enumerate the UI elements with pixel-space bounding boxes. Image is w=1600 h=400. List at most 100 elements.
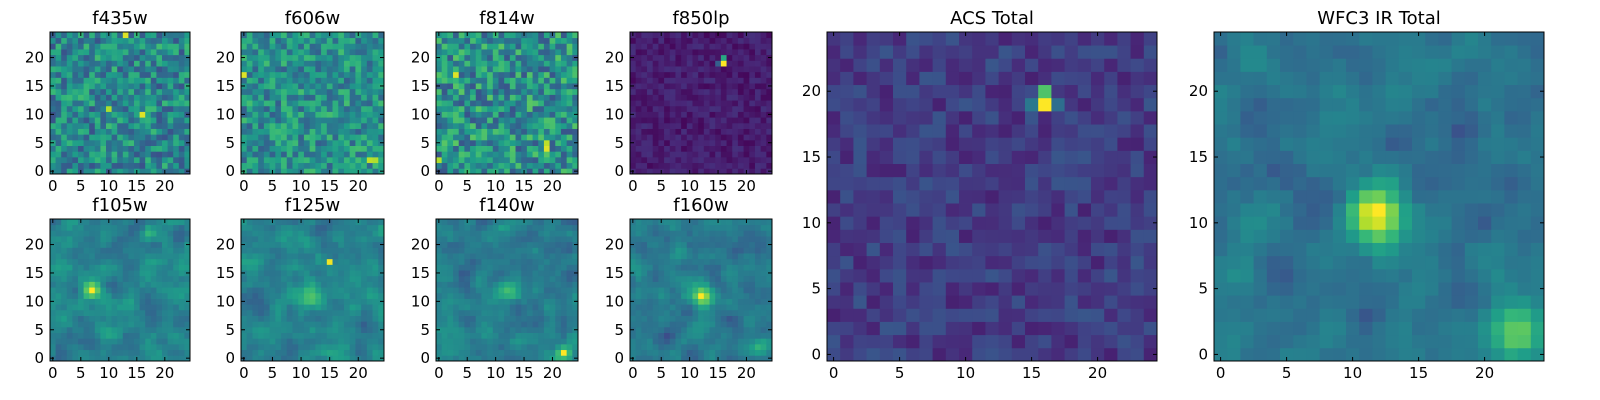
heatmap-cell: [315, 275, 322, 282]
heatmap-cell: [292, 77, 299, 84]
heatmap-cell: [55, 253, 62, 260]
heatmap-cell: [361, 343, 368, 351]
heatmap-cell: [309, 343, 316, 351]
heatmap-cell: [156, 37, 163, 44]
heatmap-cell: [184, 128, 191, 135]
heatmap-cell: [709, 94, 716, 101]
heatmap-cell: [441, 139, 448, 146]
heatmap-cell: [72, 156, 79, 164]
heatmap-cell: [303, 292, 311, 299]
heatmap-cell: [720, 60, 727, 67]
heatmap-cell: [366, 332, 373, 339]
heatmap-cell: [173, 168, 180, 175]
heatmap-cell: [128, 32, 135, 39]
heatmap-cell: [441, 236, 448, 243]
heatmap-cell: [303, 224, 311, 231]
heatmap-cell: [560, 94, 568, 101]
heatmap-cell: [515, 111, 522, 118]
heatmap-cell: [72, 241, 79, 248]
heatmap-cell: [572, 151, 579, 158]
heatmap-cell: [275, 281, 282, 288]
heatmap-cell: [658, 71, 665, 78]
heatmap-cell: [378, 224, 385, 231]
heatmap-cell: [543, 236, 550, 243]
heatmap-cell: [303, 321, 311, 328]
heatmap-cell: [703, 32, 710, 39]
heatmap-cell: [366, 343, 373, 351]
heatmap-cell: [538, 258, 545, 265]
heatmap-cell: [566, 117, 573, 124]
heatmap-cell: [66, 236, 73, 243]
heatmap-cell: [275, 145, 282, 152]
heatmap-cell: [641, 168, 648, 175]
heatmap-cell: [372, 32, 379, 39]
heatmap-cell: [372, 139, 379, 146]
heatmap-cell: [184, 60, 191, 67]
heatmap-cell: [241, 292, 248, 299]
heatmap-cell: [167, 32, 174, 39]
heatmap-cell: [760, 83, 767, 90]
heatmap-cell: [269, 83, 276, 90]
heatmap-cell: [66, 338, 73, 345]
heatmap-cell: [355, 128, 362, 135]
heatmap-cell: [470, 88, 477, 95]
heatmap-cell: [521, 321, 528, 328]
heatmap-cell: [269, 315, 276, 322]
heatmap-cell: [635, 60, 642, 67]
heatmap-cell: [760, 145, 767, 152]
heatmap-cell: [128, 60, 135, 67]
heatmap-cell: [173, 151, 180, 158]
heatmap-cell: [292, 43, 299, 50]
heatmap-cell: [635, 343, 642, 351]
heatmap-cell: [549, 37, 556, 44]
heatmap-cell: [94, 287, 101, 294]
heatmap-cell: [526, 338, 533, 345]
heatmap-cell: [269, 151, 276, 158]
heatmap-cell: [521, 83, 528, 90]
heatmap-cell: [134, 111, 140, 118]
heatmap-cell: [94, 219, 101, 226]
heatmap-cell: [139, 349, 146, 356]
heatmap-cell: [526, 32, 533, 39]
heatmap-cell: [498, 247, 505, 254]
heatmap-cell: [292, 139, 299, 146]
heatmap-cell: [743, 321, 750, 328]
heatmap-cell: [349, 326, 356, 333]
heatmap-cell: [475, 94, 482, 101]
heatmap-cell: [355, 139, 362, 146]
heatmap-cell: [50, 151, 56, 158]
heatmap-cell: [61, 236, 68, 243]
heatmap-cell: [720, 94, 727, 101]
heatmap-cell: [743, 326, 750, 333]
heatmap-cell: [560, 230, 568, 237]
heatmap-cell: [560, 71, 568, 78]
heatmap-cell: [258, 151, 265, 158]
heatmap-cell: [647, 156, 654, 164]
heatmap-cell: [134, 253, 140, 260]
heatmap-cell: [134, 128, 140, 135]
heatmap-cell: [664, 168, 671, 175]
heatmap-cell: [720, 332, 727, 339]
heatmap-cell: [543, 128, 550, 135]
heatmap-cell: [441, 258, 448, 265]
heatmap-cell: [453, 258, 460, 265]
heatmap-cell: [515, 117, 522, 124]
heatmap-cell: [378, 275, 385, 282]
heatmap-cell: [715, 287, 722, 294]
heatmap-cell: [481, 145, 488, 152]
heatmap-cell: [715, 43, 722, 50]
heatmap-cell: [475, 66, 482, 73]
heatmap-cell: [743, 117, 750, 124]
heatmap-cell: [703, 338, 710, 345]
heatmap-cell: [509, 258, 516, 265]
heatmap-cell: [173, 292, 180, 299]
heatmap-cell: [760, 60, 767, 67]
heatmap-cell: [173, 321, 180, 328]
heatmap-cell: [61, 230, 68, 237]
heatmap-cell: [258, 49, 265, 56]
heatmap-cell: [509, 139, 516, 146]
heatmap-cell: [703, 309, 710, 316]
heatmap-cell: [703, 88, 710, 95]
heatmap-cell: [246, 162, 253, 169]
heatmap-cell: [543, 37, 550, 44]
